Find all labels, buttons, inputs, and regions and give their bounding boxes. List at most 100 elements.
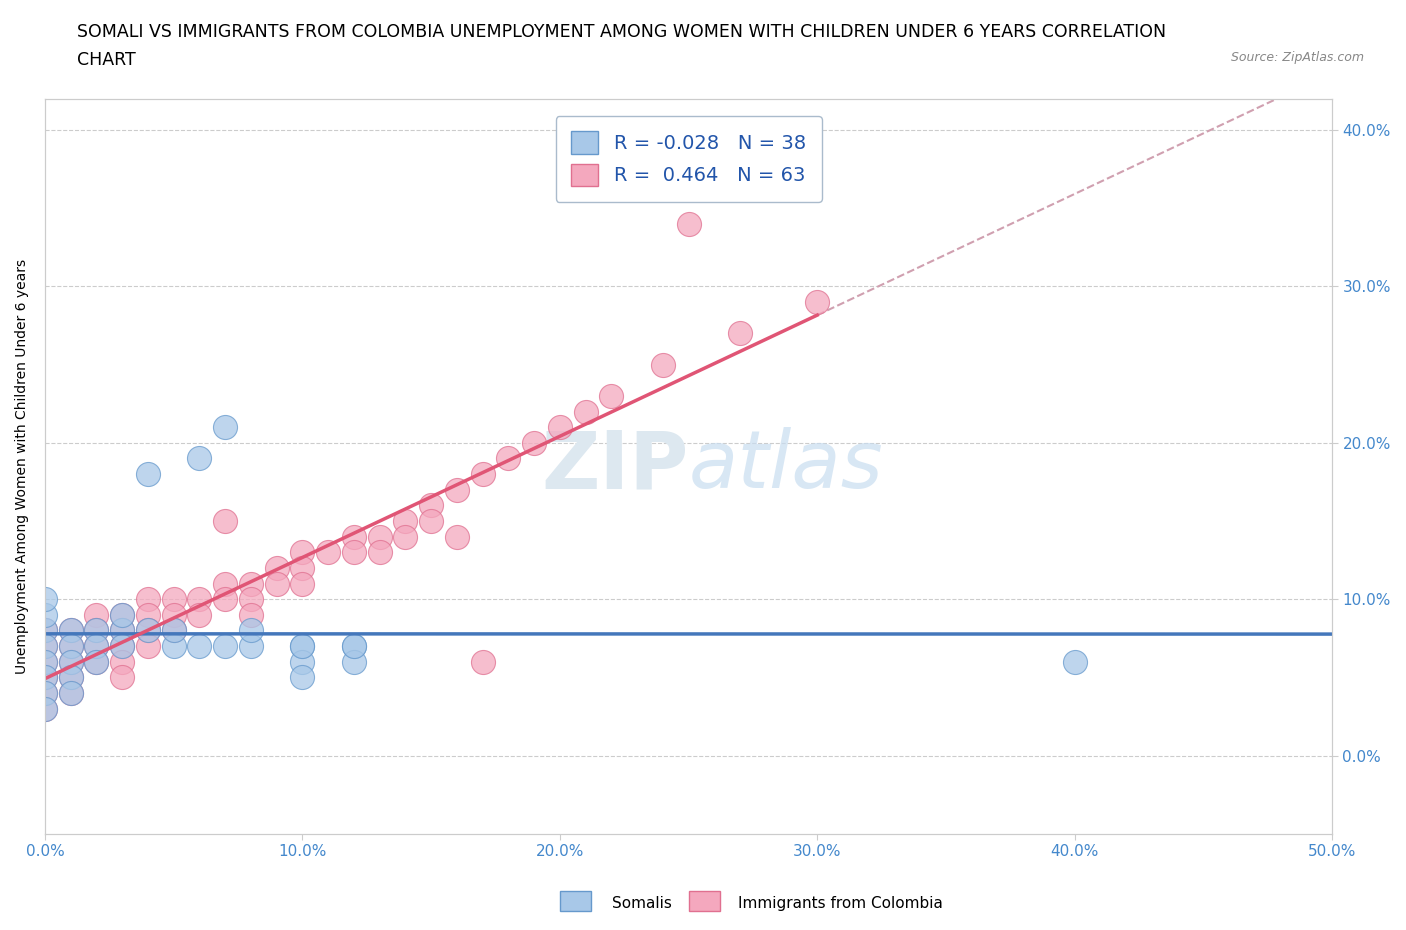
Point: [34, 639, 56, 654]
Point: [728, 326, 751, 340]
Point: [343, 639, 366, 654]
Point: [600, 389, 623, 404]
Point: [678, 217, 700, 232]
Point: [86, 639, 108, 654]
Point: [291, 576, 314, 591]
Point: [343, 545, 366, 560]
Point: [34, 670, 56, 684]
Point: [59, 623, 82, 638]
Point: [163, 623, 186, 638]
Legend: R = -0.028   N = 38, R =  0.464   N = 63: R = -0.028 N = 38, R = 0.464 N = 63: [555, 115, 821, 202]
Point: [34, 607, 56, 622]
Point: [394, 513, 416, 528]
Point: [34, 591, 56, 606]
Point: [343, 639, 366, 654]
Point: [59, 623, 82, 638]
Point: [136, 639, 159, 654]
Point: [343, 655, 366, 670]
Point: [34, 701, 56, 716]
Text: atlas: atlas: [689, 427, 883, 505]
Text: Immigrants from Colombia: Immigrants from Colombia: [738, 897, 943, 911]
Point: [651, 357, 673, 372]
Point: [34, 639, 56, 654]
Point: [163, 623, 186, 638]
Point: [34, 655, 56, 670]
Point: [163, 607, 186, 622]
Point: [59, 639, 82, 654]
Point: [34, 655, 56, 670]
Point: [59, 639, 82, 654]
Point: [471, 467, 494, 482]
Bar: [560, 891, 591, 911]
Point: [1063, 655, 1085, 670]
Point: [136, 623, 159, 638]
Bar: [689, 891, 720, 911]
Point: [59, 670, 82, 684]
Point: [86, 607, 108, 622]
Point: [163, 591, 186, 606]
Point: [188, 451, 211, 466]
Point: [86, 623, 108, 638]
Point: [34, 685, 56, 700]
Point: [111, 607, 134, 622]
Point: [446, 483, 468, 498]
Point: [188, 639, 211, 654]
Point: [291, 670, 314, 684]
Point: [420, 513, 443, 528]
Point: [136, 623, 159, 638]
Text: CHART: CHART: [77, 51, 136, 69]
Point: [59, 685, 82, 700]
Point: [214, 639, 236, 654]
Point: [368, 545, 391, 560]
Point: [59, 685, 82, 700]
Point: [291, 639, 314, 654]
Point: [34, 623, 56, 638]
Point: [420, 498, 443, 512]
Point: [291, 561, 314, 576]
Point: [343, 529, 366, 544]
Text: Somalis: Somalis: [612, 897, 672, 911]
Point: [111, 655, 134, 670]
Point: [291, 639, 314, 654]
Point: [163, 639, 186, 654]
Point: [574, 404, 596, 418]
Point: [111, 639, 134, 654]
Point: [59, 670, 82, 684]
Point: [86, 655, 108, 670]
Point: [239, 591, 262, 606]
Point: [446, 529, 468, 544]
Point: [111, 607, 134, 622]
Point: [266, 561, 288, 576]
Point: [239, 576, 262, 591]
Point: [214, 591, 236, 606]
Point: [111, 639, 134, 654]
Point: [111, 670, 134, 684]
Point: [34, 701, 56, 716]
Point: [136, 467, 159, 482]
Point: [86, 623, 108, 638]
Point: [59, 655, 82, 670]
Point: [471, 655, 494, 670]
Point: [214, 419, 236, 434]
Point: [291, 545, 314, 560]
Point: [136, 607, 159, 622]
Point: [266, 576, 288, 591]
Point: [214, 576, 236, 591]
Point: [316, 545, 339, 560]
Point: [239, 623, 262, 638]
Point: [86, 655, 108, 670]
Point: [368, 529, 391, 544]
Point: [548, 419, 571, 434]
Point: [214, 513, 236, 528]
Point: [291, 655, 314, 670]
Point: [86, 639, 108, 654]
Point: [806, 295, 828, 310]
Text: SOMALI VS IMMIGRANTS FROM COLOMBIA UNEMPLOYMENT AMONG WOMEN WITH CHILDREN UNDER : SOMALI VS IMMIGRANTS FROM COLOMBIA UNEMP…: [77, 23, 1167, 41]
Point: [136, 591, 159, 606]
Point: [239, 639, 262, 654]
Point: [523, 435, 546, 450]
Point: [59, 655, 82, 670]
Text: ZIP: ZIP: [541, 427, 689, 505]
Point: [394, 529, 416, 544]
Point: [111, 623, 134, 638]
